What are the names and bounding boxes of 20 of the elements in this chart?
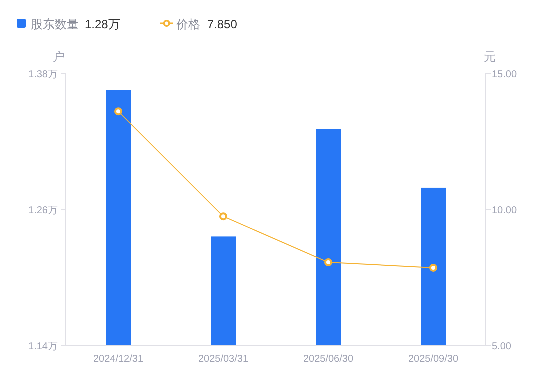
- y2-tick-label: 15.00: [492, 70, 518, 80]
- x-tick-label: 2025/09/30: [408, 354, 459, 365]
- point: [220, 212, 228, 221]
- text: 7.850: [207, 18, 238, 32]
- y-tick-label: 1.26万: [28, 206, 58, 216]
- y-axis-title: 户: [53, 50, 65, 64]
- y2-axis-title: 元: [484, 50, 496, 64]
- point: [430, 264, 438, 272]
- x-tick-label: 2025/06/30: [303, 354, 354, 365]
- legend-label: 价格: [175, 18, 200, 32]
- x-tick-label: 2025/03/31: [198, 354, 249, 365]
- text: 1.28万: [85, 18, 120, 32]
- point: [324, 258, 332, 267]
- y-tick-label: 1.14万: [28, 342, 58, 352]
- y2-tick-label: 5.00: [492, 342, 512, 352]
- legend-label: 股东数量: [31, 18, 79, 32]
- y2-tick-label: 10.00: [492, 206, 518, 216]
- y-tick-label: 1.38万: [28, 70, 58, 80]
- point: [114, 108, 122, 116]
- x-tick-label: 2024/12/31: [93, 354, 144, 365]
